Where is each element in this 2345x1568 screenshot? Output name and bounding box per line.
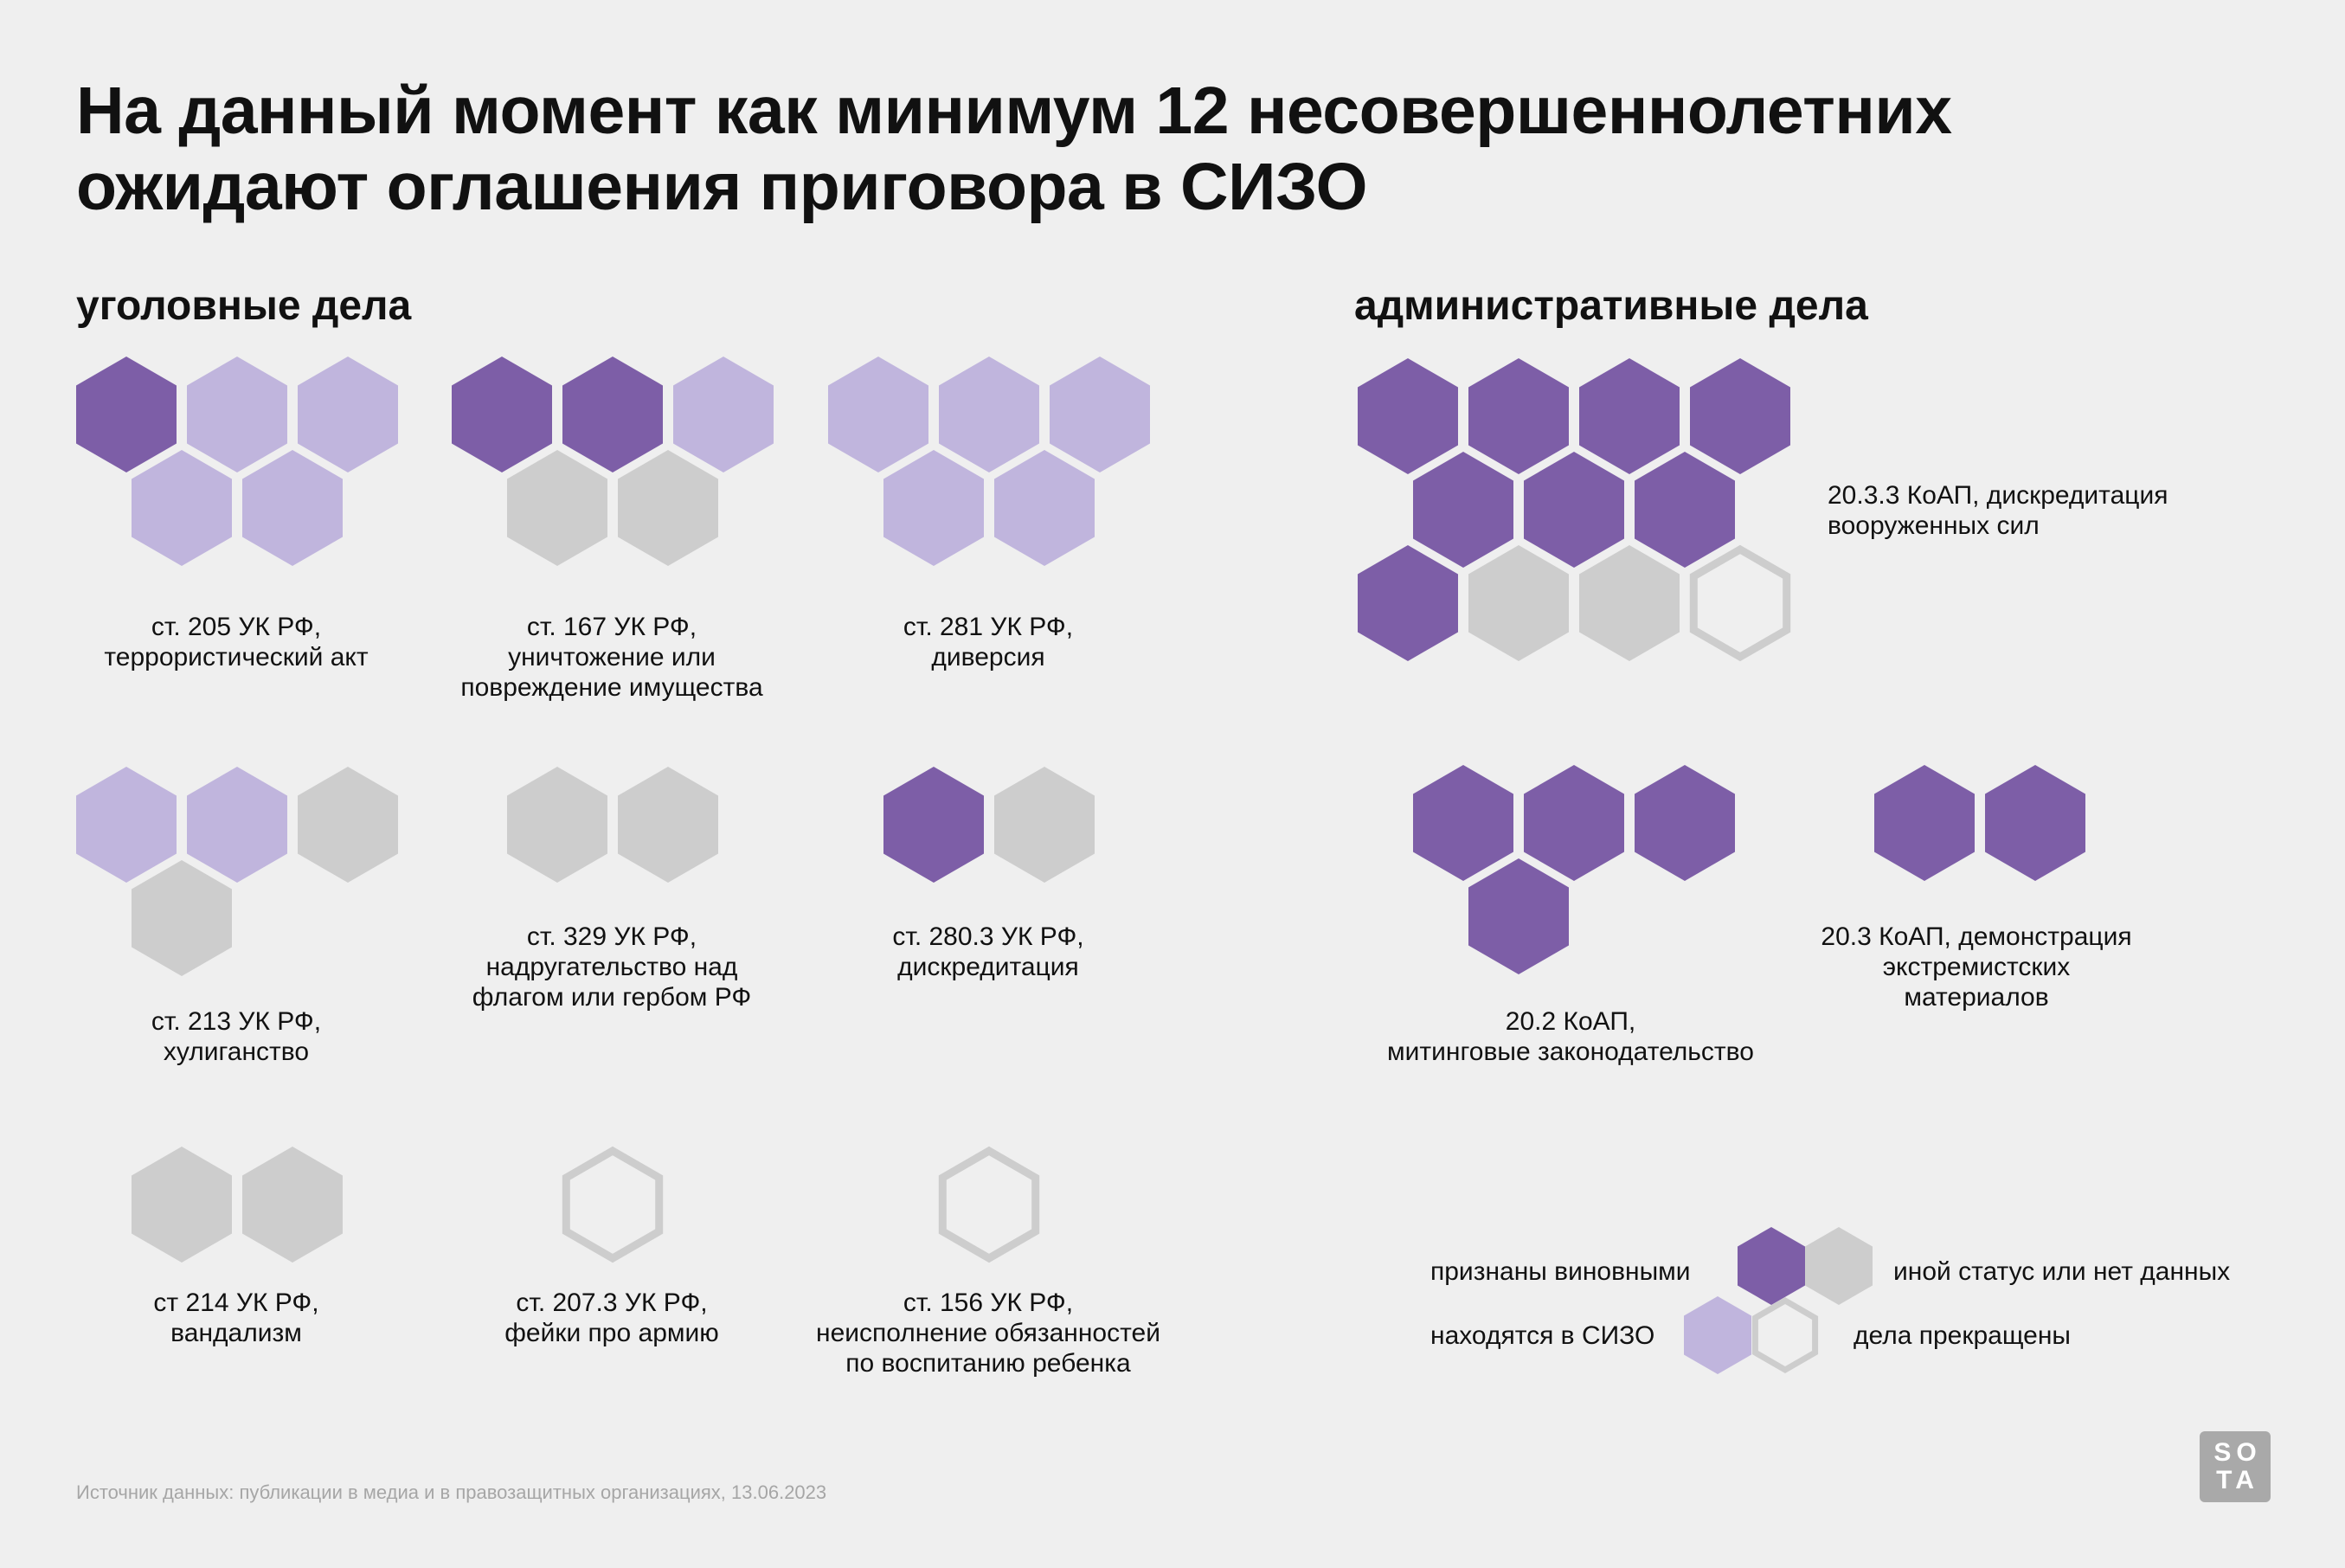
hex-cell-guilty bbox=[1468, 358, 1569, 474]
section-title-criminal: уголовные дела bbox=[76, 283, 412, 329]
hex-cell-in_sizo bbox=[298, 357, 398, 472]
source-note: Источник данных: публикации в медиа и в … bbox=[76, 1481, 827, 1503]
legend-label-in-sizo: находятся в СИЗО bbox=[1430, 1321, 1655, 1350]
hex-cell-guilty bbox=[1635, 765, 1735, 881]
hex-cell-in_sizo bbox=[939, 357, 1039, 472]
legend-swatch-guilty bbox=[1738, 1227, 1805, 1305]
hex-cell-in_sizo bbox=[76, 767, 177, 883]
hex-cell-terminated bbox=[1689, 544, 1791, 662]
category-caption-156: ст. 156 УК РФ, неисполнение обязанностей… bbox=[816, 1288, 1160, 1378]
hex-cell-other bbox=[994, 767, 1095, 883]
legend-label-other: иной статус или нет данных bbox=[1893, 1257, 2231, 1286]
hex-cell-guilty bbox=[1413, 452, 1513, 568]
category-caption-20-3: 20.3 КоАП, демонстрация экстремистских м… bbox=[1821, 922, 2132, 1012]
hex-cell-guilty bbox=[1985, 765, 2085, 881]
hex-cell-guilty bbox=[1413, 765, 1513, 881]
hex-cell-guilty bbox=[1358, 545, 1458, 661]
hex-cell-in_sizo bbox=[187, 767, 287, 883]
hex-cell-other bbox=[242, 1147, 343, 1263]
hex-cell-other bbox=[1468, 545, 1569, 661]
hex-cell-in_sizo bbox=[994, 450, 1095, 566]
category-caption-281: ст. 281 УК РФ, диверсия bbox=[903, 613, 1074, 672]
legend-label-guilty: признаны виновными bbox=[1430, 1257, 1691, 1286]
category-caption-167: ст. 167 УК РФ, уничтожение или поврежден… bbox=[460, 613, 763, 702]
category-caption-213: ст. 213 УК РФ, хулиганство bbox=[151, 1007, 322, 1066]
hex-cell-guilty bbox=[1874, 765, 1975, 881]
hex-cell-guilty bbox=[452, 357, 552, 472]
legend-swatch-terminated bbox=[1751, 1296, 1819, 1374]
hex-cell-in_sizo bbox=[242, 450, 343, 566]
hex-cell-other bbox=[507, 450, 607, 566]
hex-cell-guilty bbox=[76, 357, 177, 472]
section-title-administrative: административные дела bbox=[1354, 283, 1868, 329]
hex-cell-guilty bbox=[1690, 358, 1790, 474]
hex-cell-in_sizo bbox=[883, 450, 984, 566]
hex-cell-other bbox=[1579, 545, 1680, 661]
hex-cell-other bbox=[618, 450, 718, 566]
category-caption-205: ст. 205 УК РФ, террористический акт bbox=[104, 613, 369, 672]
hex-cell-other bbox=[507, 767, 607, 883]
category-caption-329: ст. 329 УК РФ, надругательство над флаго… bbox=[472, 922, 752, 1012]
hex-cell-guilty bbox=[1524, 765, 1624, 881]
hex-cell-in_sizo bbox=[673, 357, 774, 472]
hex-cell-other bbox=[132, 1147, 232, 1263]
legend-swatch-in-sizo bbox=[1684, 1296, 1751, 1374]
hex-cell-guilty bbox=[1579, 358, 1680, 474]
hex-cell-other bbox=[132, 860, 232, 976]
hex-cell-other bbox=[618, 767, 718, 883]
hex-cell-in_sizo bbox=[187, 357, 287, 472]
hex-cell-guilty bbox=[562, 357, 663, 472]
hex-cell-guilty bbox=[1524, 452, 1624, 568]
hex-cell-terminated bbox=[938, 1146, 1040, 1263]
category-caption-20-3-3: 20.3.3 КоАП, дискредитация вооруженных с… bbox=[1828, 481, 2168, 540]
sota-logo: SO TA bbox=[2200, 1431, 2271, 1502]
legend-swatch-other bbox=[1805, 1227, 1873, 1305]
hex-cell-other bbox=[298, 767, 398, 883]
hex-cell-guilty bbox=[883, 767, 984, 883]
page-title: На данный момент как минимум 12 несоверш… bbox=[76, 74, 1952, 224]
legend-label-terminated: дела прекращены bbox=[1854, 1321, 2071, 1350]
hex-cell-guilty bbox=[1358, 358, 1458, 474]
hex-cell-guilty bbox=[1635, 452, 1735, 568]
category-caption-20-2: 20.2 КоАП, митинговые законодательство bbox=[1387, 1007, 1754, 1066]
category-caption-207-3: ст. 207.3 УК РФ, фейки про армию bbox=[504, 1288, 719, 1347]
hex-cell-in_sizo bbox=[828, 357, 928, 472]
category-caption-280-3: ст. 280.3 УК РФ, дискредитация bbox=[892, 922, 1084, 981]
hex-cell-terminated bbox=[562, 1146, 664, 1263]
hex-cell-in_sizo bbox=[1050, 357, 1150, 472]
hex-cell-guilty bbox=[1468, 858, 1569, 974]
hex-cell-in_sizo bbox=[132, 450, 232, 566]
category-caption-214: ст 214 УК РФ, вандализм bbox=[153, 1288, 319, 1347]
